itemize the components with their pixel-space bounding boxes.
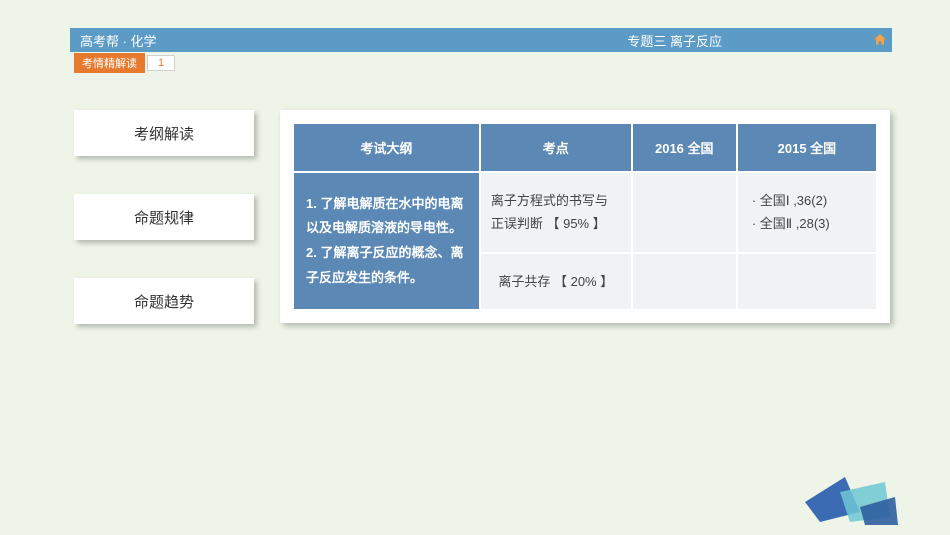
syllabus-table: 考试大纲 考点 2016 全国 2015 全国 1. 了解电解质在水中的电离以及… (292, 122, 878, 311)
header-bar: 高考帮 · 化学 专题三 离子反应 (70, 28, 892, 52)
table-header-row: 考试大纲 考点 2016 全国 2015 全国 (293, 123, 877, 172)
sidebar: 考纲解读 命题规律 命题趋势 (74, 110, 254, 362)
sidebar-item-label: 命题规律 (134, 207, 194, 228)
cell-outline: 1. 了解电解质在水中的电离以及电解质溶液的导电性。2. 了解离子反应的概念、离… (293, 172, 480, 310)
sidebar-item-outline[interactable]: 考纲解读 (74, 110, 254, 156)
header-title-right: 专题三 离子反应 (627, 31, 722, 50)
sidebar-item-rules[interactable]: 命题规律 (74, 194, 254, 240)
breadcrumb-label: 考情精解读 (74, 53, 145, 73)
home-icon[interactable] (868, 28, 892, 52)
sidebar-item-label: 考纲解读 (134, 123, 194, 144)
header-title-left: 高考帮 · 化学 (80, 31, 157, 50)
th-outline: 考试大纲 (293, 123, 480, 172)
decoration-shapes (790, 467, 900, 527)
breadcrumb-page: 1 (147, 55, 175, 71)
breadcrumb: 考情精解读 1 (74, 54, 175, 72)
sidebar-item-label: 命题趋势 (134, 291, 194, 312)
cell-kaodian: 离子方程式的书写与正误判断 【 95% 】 (480, 172, 632, 253)
cell-2015: · 全国Ⅰ ,36(2)· 全国Ⅱ ,28(3) (737, 172, 877, 253)
th-kaodian: 考点 (480, 123, 632, 172)
th-2016: 2016 全国 (632, 123, 737, 172)
th-2015: 2015 全国 (737, 123, 877, 172)
cell-2015 (737, 253, 877, 310)
sidebar-item-trend[interactable]: 命题趋势 (74, 278, 254, 324)
table-container: 考试大纲 考点 2016 全国 2015 全国 1. 了解电解质在水中的电离以及… (280, 110, 890, 323)
cell-2016 (632, 172, 737, 253)
table-row: 1. 了解电解质在水中的电离以及电解质溶液的导电性。2. 了解离子反应的概念、离… (293, 172, 877, 253)
cell-2016 (632, 253, 737, 310)
cell-kaodian: 离子共存 【 20% 】 (480, 253, 632, 310)
